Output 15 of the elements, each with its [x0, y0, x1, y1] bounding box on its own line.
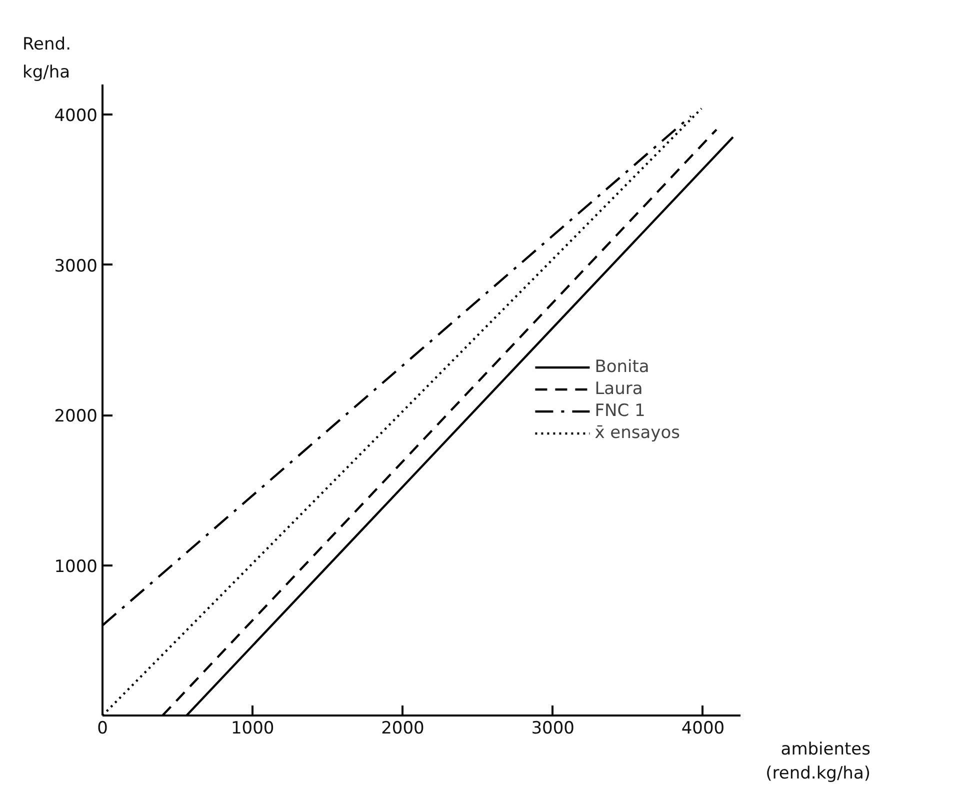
legend-label: Bonita [594, 356, 650, 378]
x-tick-label: 0 [97, 718, 108, 738]
x-axis-title: ambientes (rend.kg/ha) [766, 740, 871, 784]
y-tick-label: 4000 [54, 106, 98, 126]
y-tick-label: 2000 [54, 406, 98, 427]
x-tick-label: 4000 [681, 718, 725, 738]
y-tick-label: 1000 [54, 556, 98, 577]
x-tick-label: 3000 [531, 718, 574, 738]
y-tick-label: 3000 [54, 256, 98, 276]
x-tick-label: 1000 [230, 718, 274, 738]
legend-label: FNC 1 [594, 400, 646, 422]
legend-label: Laura [594, 378, 643, 400]
legend-label: x̄ ensayos [594, 422, 680, 444]
y-axis-title: Rend. kg/ha [22, 34, 71, 82]
x-tick-label: 2000 [381, 718, 424, 738]
